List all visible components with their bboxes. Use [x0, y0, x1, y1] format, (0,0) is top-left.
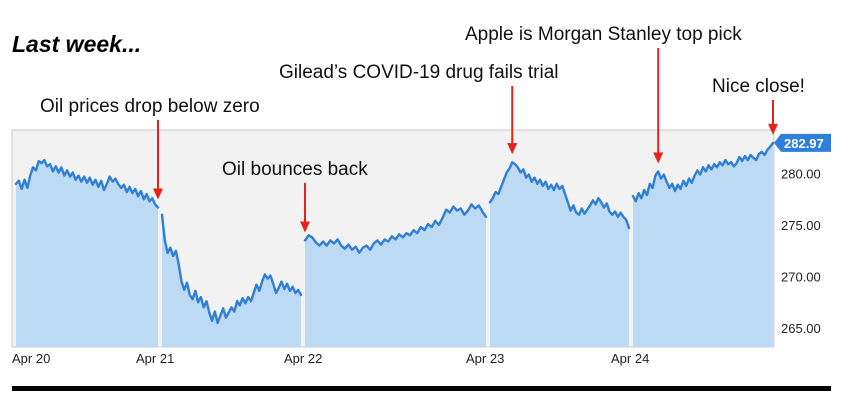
annotation-label: Apple is Morgan Stanley top pick — [465, 24, 742, 45]
last-price-badge-shape — [774, 133, 831, 152]
bottom-rule — [12, 386, 831, 391]
y-tick-label: 265.00 — [781, 321, 821, 336]
price-line-4 — [488, 161, 631, 230]
annotation-arrow-head — [153, 188, 163, 200]
x-tick-label: Apr 23 — [466, 351, 504, 366]
y-tick-label: 275.00 — [781, 218, 821, 233]
area-fill-5 — [633, 142, 773, 347]
annotation-label: Oil prices drop below zero — [40, 96, 260, 117]
x-tick-label: Apr 21 — [136, 351, 174, 366]
area-fill-2 — [162, 214, 301, 347]
annotation-label: Nice close! — [712, 76, 805, 97]
x-tick-label: Apr 20 — [12, 351, 50, 366]
price-line-3 — [303, 203, 488, 254]
last-price-badge: 282.97 — [774, 133, 831, 152]
annotation-arrow-head — [768, 123, 778, 135]
area-fill-4 — [490, 162, 629, 347]
annotation-arrow-head — [300, 221, 310, 233]
annotation-arrow-head — [653, 152, 664, 164]
last-price-text: 282.97 — [784, 136, 824, 151]
y-tick-label: 270.00 — [781, 270, 821, 285]
chart-title: Last week... — [12, 31, 141, 57]
annotation-arrow-head — [507, 143, 518, 155]
price-series — [14, 141, 775, 347]
annotation-label: Gilead’s COVID-19 drug fails trial — [279, 62, 558, 83]
x-tick-label: Apr 24 — [611, 351, 649, 366]
y-tick-label: 280.00 — [781, 167, 821, 182]
price-line-5 — [631, 141, 775, 203]
area-fill-3 — [305, 204, 486, 347]
annotation-label: Oil bounces back — [222, 159, 368, 180]
annotations: Oil prices drop below zero Oil bounces ba… — [40, 24, 805, 233]
price-line-2 — [160, 213, 303, 325]
price-line-1 — [14, 158, 160, 209]
x-tick-label: Apr 22 — [284, 351, 322, 366]
axis-ticks: 280.00 275.00 270.00 265.00 Apr 20 Apr 21 Apr … — [12, 167, 821, 367]
area-fill-1 — [16, 160, 158, 347]
